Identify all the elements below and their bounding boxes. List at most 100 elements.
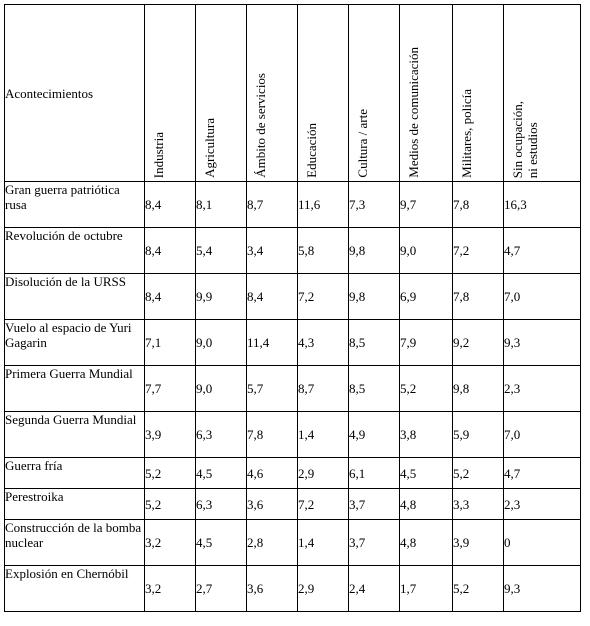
table-cell: 5,4 <box>195 227 247 274</box>
table-row: Revolución de octubre 8,4 5,4 3,4 5,8 9,… <box>4 227 581 274</box>
table-cell: 2,7 <box>195 565 247 612</box>
table-cell: 9,3 <box>503 565 581 612</box>
table-cell: 9,0 <box>195 365 247 412</box>
table-cell: 11,4 <box>246 319 298 366</box>
column-header-label: Medios de comunicación <box>406 47 421 178</box>
table-cell: 8,7 <box>246 181 298 228</box>
table-cell: 9,7 <box>399 181 453 228</box>
table-cell: 9,0 <box>399 227 453 274</box>
table-cell: 3,7 <box>348 488 400 520</box>
table-cell: 7,1 <box>144 319 196 366</box>
table-cell: 9,8 <box>452 365 504 412</box>
table-cell: 9,8 <box>348 273 400 320</box>
table-cell: 4,5 <box>195 457 247 489</box>
column-header-no-occupation: Sin ocupación, ni estudios <box>503 4 581 182</box>
table-cell: 9,9 <box>195 273 247 320</box>
table-cell: 8,7 <box>297 365 349 412</box>
column-header-label: Sin ocupación, ni estudios <box>510 100 540 178</box>
table-cell: 6,1 <box>348 457 400 489</box>
table-cell: 7,8 <box>452 273 504 320</box>
table-cell: 4,7 <box>503 457 581 489</box>
table-cell: 7,8 <box>452 181 504 228</box>
table-cell: 3,2 <box>144 565 196 612</box>
table-cell: 8,4 <box>144 181 196 228</box>
table-cell: 5,2 <box>144 488 196 520</box>
table-cell: 2,3 <box>503 488 581 520</box>
event-name: Revolución de octubre <box>4 227 145 274</box>
column-header-media: Medios de comunicación <box>399 4 453 182</box>
column-header-agriculture: Agricultura <box>195 4 247 182</box>
column-header-label: Agricultura <box>202 118 217 178</box>
table-cell: 2,3 <box>503 365 581 412</box>
table-cell: 8,5 <box>348 365 400 412</box>
header-row: Acontecimientos Industria Agricultura Ám… <box>4 4 581 182</box>
event-name: Guerra fría <box>4 457 145 489</box>
column-header-label: Militares, policía <box>459 89 474 178</box>
column-header-label: Cultura / arte <box>355 109 370 178</box>
event-name: Vuelo al espacio de Yuri Gagarin <box>4 319 145 366</box>
table-cell: 9,8 <box>348 227 400 274</box>
table-row: Construcción de la bomba nuclear 3,2 4,5… <box>4 519 581 566</box>
table-cell: 6,3 <box>195 411 247 458</box>
table-row: Perestroika 5,2 6,3 3,6 7,2 3,7 4,8 3,3 … <box>4 488 581 520</box>
table-cell: 2,9 <box>297 457 349 489</box>
table-cell: 7,2 <box>297 273 349 320</box>
table-cell: 7,8 <box>246 411 298 458</box>
table-body: Gran guerra patriótica rusa 8,4 8,1 8,7 … <box>4 181 581 612</box>
column-header-services: Ámbito de servicios <box>246 4 298 182</box>
table-cell: 4,9 <box>348 411 400 458</box>
table-cell: 2,9 <box>297 565 349 612</box>
table-cell: 2,4 <box>348 565 400 612</box>
event-name: Explosión en Chernóbil <box>4 565 145 612</box>
table-row: Explosión en Chernóbil 3,2 2,7 3,6 2,9 2… <box>4 565 581 612</box>
table-cell: 4,7 <box>503 227 581 274</box>
column-header-label: Ámbito de servicios <box>253 73 268 178</box>
table-cell: 7,3 <box>348 181 400 228</box>
event-name: Perestroika <box>4 488 145 520</box>
table-cell: 7,7 <box>144 365 196 412</box>
table-row: Primera Guerra Mundial 7,7 9,0 5,7 8,7 8… <box>4 365 581 412</box>
table-row: Gran guerra patriótica rusa 8,4 8,1 8,7 … <box>4 181 581 228</box>
table-cell: 16,3 <box>503 181 581 228</box>
table-cell: 4,6 <box>246 457 298 489</box>
table-cell: 1,4 <box>297 519 349 566</box>
table-row: Guerra fría 5,2 4,5 4,6 2,9 6,1 4,5 5,2 … <box>4 457 581 489</box>
table-cell: 9,2 <box>452 319 504 366</box>
table-cell: 3,2 <box>144 519 196 566</box>
table-cell: 8,5 <box>348 319 400 366</box>
table-cell: 7,0 <box>503 411 581 458</box>
event-name: Primera Guerra Mundial <box>4 365 145 412</box>
table-cell: 8,4 <box>144 273 196 320</box>
table-cell: 7,2 <box>452 227 504 274</box>
table-cell: 7,9 <box>399 319 453 366</box>
table-cell: 3,4 <box>246 227 298 274</box>
table-cell: 3,6 <box>246 488 298 520</box>
table-cell: 7,2 <box>297 488 349 520</box>
table-cell: 4,3 <box>297 319 349 366</box>
table-cell: 2,8 <box>246 519 298 566</box>
table-cell: 3,9 <box>452 519 504 566</box>
table-cell: 3,9 <box>144 411 196 458</box>
table-cell: 5,2 <box>399 365 453 412</box>
column-header-education: Educación <box>297 4 349 182</box>
table-cell: 3,6 <box>246 565 298 612</box>
table-cell: 3,8 <box>399 411 453 458</box>
table-cell: 5,9 <box>452 411 504 458</box>
table-cell: 8,4 <box>144 227 196 274</box>
table-cell: 4,8 <box>399 488 453 520</box>
column-header-label: Industria <box>151 131 166 178</box>
table-cell: 0 <box>503 519 581 566</box>
table-cell: 4,5 <box>399 457 453 489</box>
event-name: Segunda Guerra Mundial <box>4 411 145 458</box>
table-cell: 4,8 <box>399 519 453 566</box>
column-header-military-police: Militares, policía <box>452 4 504 182</box>
table-cell: 8,1 <box>195 181 247 228</box>
table-cell: 5,2 <box>452 565 504 612</box>
table-cell: 9,0 <box>195 319 247 366</box>
table-cell: 5,8 <box>297 227 349 274</box>
column-header-events: Acontecimientos <box>4 4 145 182</box>
table-cell: 8,4 <box>246 273 298 320</box>
event-name: Gran guerra patriótica rusa <box>4 181 145 228</box>
table-cell: 6,3 <box>195 488 247 520</box>
event-name: Disolución de la URSS <box>4 273 145 320</box>
